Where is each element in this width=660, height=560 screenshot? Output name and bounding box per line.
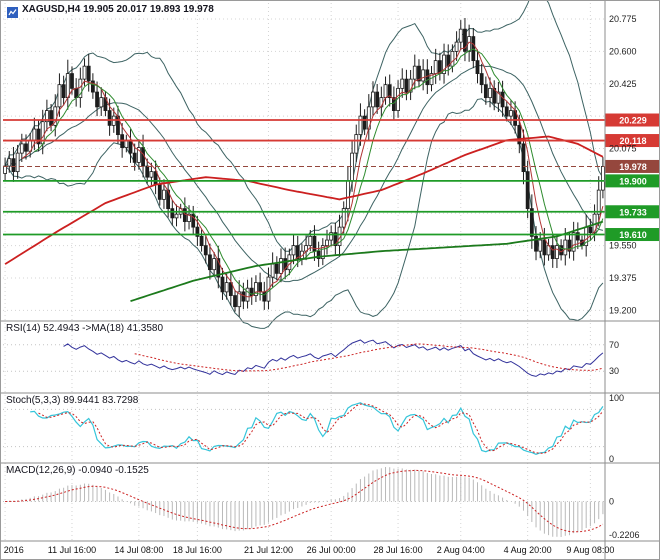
candles-layer	[3, 17, 605, 317]
date-label: 18 Jul 16:00	[173, 545, 222, 555]
price-badge	[605, 228, 659, 242]
stoch-indicator-label: Stoch(5,3,3) 89.9441 83.7298	[6, 395, 139, 406]
price-badge	[605, 134, 659, 148]
price-axis: 20.229 20.118 19.978 19.900 19.733 19.610 20.7…	[605, 14, 659, 315]
sma-8	[34, 48, 604, 296]
macd-indicator-label: MACD(12,26,9) -0.0940 -0.1525	[6, 465, 149, 476]
price-badge	[605, 159, 659, 173]
macd-signal-line	[5, 469, 604, 533]
rsi-indicator-label: RSI(14) 52.4943 ->MA(18) 41.3580	[6, 323, 164, 334]
svg-text:19.733: 19.733	[619, 207, 647, 217]
moving-averages	[4, 41, 604, 302]
svg-text:20.118: 20.118	[619, 136, 646, 146]
long-ma-green	[130, 220, 604, 302]
svg-text:20.425: 20.425	[609, 79, 637, 89]
svg-text:19.200: 19.200	[609, 305, 637, 315]
svg-text:19.978: 19.978	[619, 162, 647, 172]
date-label: 26 Jul 00:00	[307, 545, 356, 555]
date-label: 7 Jul 2016	[1, 545, 24, 555]
svg-text:100: 100	[609, 393, 624, 403]
date-label: 11 Jul 16:00	[48, 545, 96, 555]
chart-title: XAGUSD,H4 19.905 20.017 19.893 19.978	[22, 4, 214, 15]
date-label: 28 Jul 16:00	[374, 545, 423, 555]
sma-5	[21, 41, 604, 298]
svg-text:30: 30	[609, 366, 619, 376]
svg-text:19.550: 19.550	[609, 241, 637, 251]
date-label: 4 Aug 20:00	[504, 545, 552, 555]
rsi-ma-line	[134, 343, 604, 372]
svg-text:0: 0	[609, 496, 614, 506]
price-badge	[605, 174, 659, 188]
svg-text:20.075: 20.075	[609, 144, 637, 154]
price-badge	[605, 113, 659, 127]
svg-text:-0.2206: -0.2206	[609, 530, 640, 540]
bollinger-upper	[4, 1, 604, 252]
stoch-d-line	[38, 403, 604, 454]
rsi-line	[63, 339, 604, 377]
date-label: 21 Jul 12:00	[244, 545, 293, 555]
svg-text:20.600: 20.600	[609, 46, 637, 56]
date-label: 2 Aug 04:00	[437, 545, 485, 555]
long-ma-red	[4, 135, 604, 265]
support-resistance-lines	[3, 119, 605, 236]
svg-text:19.375: 19.375	[609, 273, 637, 283]
bollinger-middle	[4, 64, 604, 283]
svg-text:70: 70	[609, 340, 619, 350]
price-badge	[605, 205, 659, 219]
indicator-panels: 70 30 100 0 0 -0.2206	[3, 339, 640, 540]
bollinger-lower	[4, 98, 604, 329]
bollinger-bands	[4, 1, 604, 329]
svg-text:19.900: 19.900	[619, 176, 647, 186]
chart-icon	[7, 5, 18, 18]
svg-text:0: 0	[609, 454, 614, 464]
svg-text:19.610: 19.610	[619, 230, 647, 240]
svg-text:20.229: 20.229	[619, 116, 647, 126]
date-label: 9 Aug 08:00	[566, 545, 614, 555]
date-label: 14 Jul 08:00	[114, 545, 163, 555]
svg-text:20.775: 20.775	[609, 14, 637, 24]
